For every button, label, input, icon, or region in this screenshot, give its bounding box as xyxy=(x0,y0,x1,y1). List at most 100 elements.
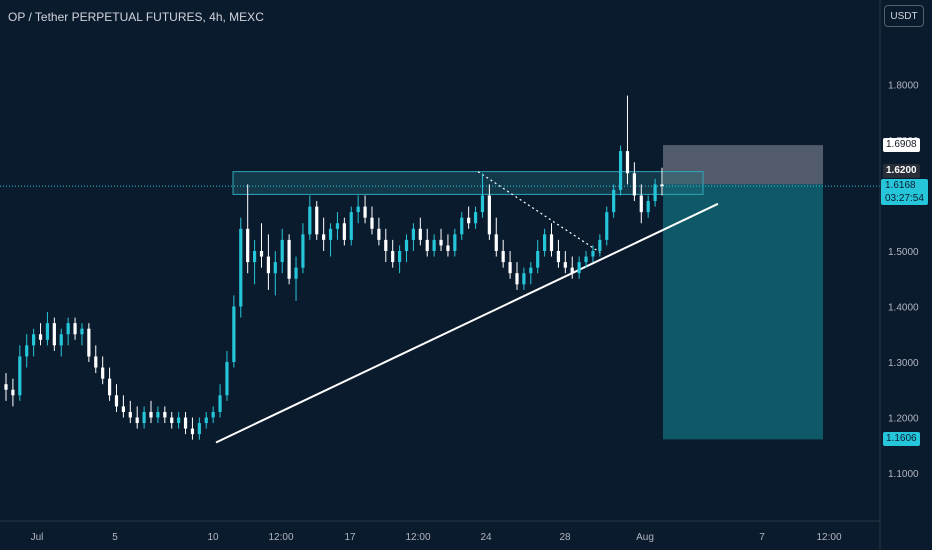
candle-body xyxy=(183,417,188,429)
candle-body xyxy=(653,184,657,202)
candle xyxy=(480,173,485,218)
price-tag-target: 1.1606 xyxy=(883,432,920,446)
candle-body xyxy=(80,328,84,335)
candle-body xyxy=(121,406,125,412)
candle xyxy=(328,223,333,257)
candle xyxy=(515,262,519,290)
candle-body xyxy=(646,201,650,213)
candle-body xyxy=(494,234,498,251)
candle xyxy=(315,201,319,240)
candle-body xyxy=(149,411,153,418)
candle xyxy=(418,217,422,246)
candle xyxy=(536,239,540,274)
time-axis-label: 12:00 xyxy=(268,532,293,543)
candle xyxy=(308,195,312,240)
candle xyxy=(439,228,443,251)
candle-body xyxy=(59,334,63,346)
time-axis-label: 24 xyxy=(480,532,492,543)
candle-body xyxy=(598,239,602,251)
candle-body xyxy=(232,306,236,362)
chart-title: OP / Tether PERPETUAL FUTURES, 4h, MEXC xyxy=(8,10,264,24)
candle xyxy=(142,406,146,429)
candle xyxy=(87,323,91,362)
candle-body xyxy=(522,273,526,285)
candle-body xyxy=(45,323,50,340)
candle-body xyxy=(25,345,29,357)
candle xyxy=(128,400,132,424)
price-axis-label: 1.2000 xyxy=(888,414,919,425)
time-axis-label: 12:00 xyxy=(816,532,841,543)
candle xyxy=(225,350,229,401)
candle-body xyxy=(563,262,567,268)
candle xyxy=(411,223,416,251)
candle-body xyxy=(543,234,547,251)
candle-body xyxy=(211,411,215,418)
candle xyxy=(529,262,533,285)
candle-body xyxy=(639,195,643,213)
candle-body xyxy=(439,239,443,246)
candle-body xyxy=(660,184,664,187)
candle xyxy=(467,206,471,229)
candle-body xyxy=(584,256,588,263)
candle xyxy=(653,178,657,207)
time-axis-label: 5 xyxy=(112,532,118,543)
candle xyxy=(183,411,188,435)
candle xyxy=(639,184,643,224)
candle xyxy=(473,206,478,229)
candle xyxy=(273,251,277,296)
candle-body xyxy=(411,228,416,240)
candle xyxy=(508,251,512,279)
candle xyxy=(170,411,174,429)
candle-body xyxy=(101,367,105,379)
candle-body xyxy=(142,411,146,424)
candle-body xyxy=(246,228,250,263)
candle-body xyxy=(342,223,346,240)
candle xyxy=(453,228,457,257)
candle xyxy=(543,228,547,257)
candle-body xyxy=(487,195,491,235)
candle-countdown: 03:27:54 xyxy=(885,193,924,204)
candle xyxy=(204,411,208,429)
last-price: 1.6168 xyxy=(885,180,916,191)
support-trendline xyxy=(215,202,719,444)
candle-body xyxy=(218,395,222,412)
candle-body xyxy=(632,173,636,196)
price-tag-last: 1.6168 03:27:54 xyxy=(881,179,928,205)
candle-body xyxy=(11,389,15,396)
candle-body xyxy=(404,239,409,251)
candle-body xyxy=(549,234,554,251)
candle xyxy=(384,228,388,263)
candle xyxy=(494,217,498,257)
candle-body xyxy=(4,384,8,390)
candle-body xyxy=(460,217,464,235)
candle-body xyxy=(467,217,471,224)
candle-body xyxy=(349,212,353,240)
candle-body xyxy=(32,334,36,346)
candle xyxy=(349,206,353,246)
candle xyxy=(73,317,77,340)
candle-body xyxy=(625,151,630,174)
candle-body xyxy=(556,251,561,263)
candle-body xyxy=(301,234,305,268)
price-tag-high: 1.6908 xyxy=(883,138,920,152)
candle-body xyxy=(170,417,174,424)
candle xyxy=(252,239,257,285)
candle-body xyxy=(425,239,429,251)
candle-body xyxy=(38,334,43,340)
candle-body xyxy=(107,378,112,396)
candle xyxy=(612,184,616,218)
candle xyxy=(121,395,125,418)
candle xyxy=(577,256,581,279)
candle-body xyxy=(294,267,298,279)
candle xyxy=(460,212,464,240)
candle-body xyxy=(135,417,139,424)
candle xyxy=(660,167,664,196)
stop-loss-zone xyxy=(663,145,823,185)
currency-button[interactable]: USDT xyxy=(884,5,924,27)
candle xyxy=(280,228,284,274)
candle xyxy=(342,217,346,246)
candle xyxy=(163,406,167,424)
time-axis-label: 17 xyxy=(344,532,356,543)
candle xyxy=(487,184,491,240)
